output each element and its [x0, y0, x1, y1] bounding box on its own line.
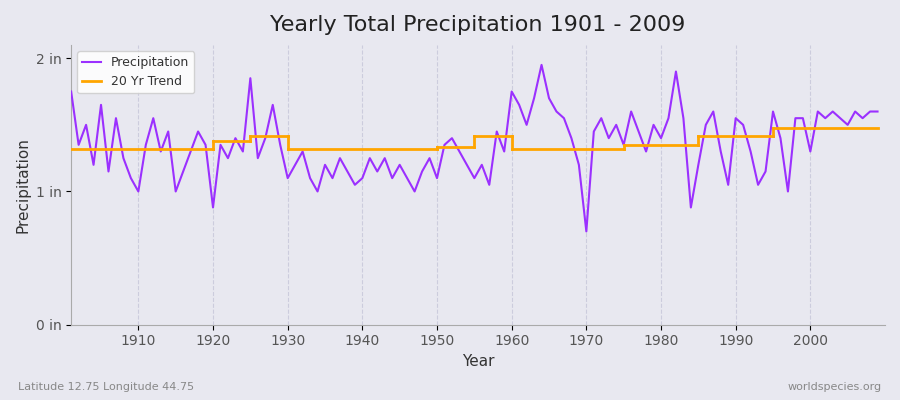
Precipitation	[536, 62, 547, 67]
Precipitation	[872, 109, 883, 114]
Text: worldspecies.org: worldspecies.org	[788, 382, 882, 392]
Precipitation	[290, 162, 301, 167]
Line: Precipitation: Precipitation	[71, 65, 878, 232]
Precipitation	[580, 229, 591, 234]
Precipitation	[335, 156, 346, 160]
Y-axis label: Precipitation: Precipitation	[15, 137, 30, 233]
Title: Yearly Total Precipitation 1901 - 2009: Yearly Total Precipitation 1901 - 2009	[270, 15, 686, 35]
Precipitation	[499, 149, 509, 154]
Legend: Precipitation, 20 Yr Trend: Precipitation, 20 Yr Trend	[77, 51, 194, 93]
Precipitation	[125, 176, 136, 180]
Precipitation	[66, 89, 77, 94]
X-axis label: Year: Year	[462, 354, 494, 369]
Text: Latitude 12.75 Longitude 44.75: Latitude 12.75 Longitude 44.75	[18, 382, 194, 392]
Precipitation	[507, 89, 517, 94]
Precipitation	[611, 122, 622, 127]
